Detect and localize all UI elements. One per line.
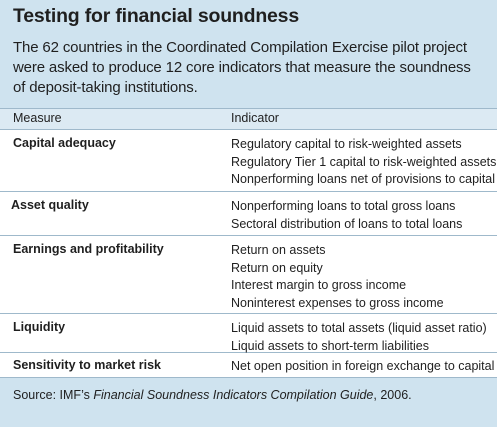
- indicator-item: Nonperforming loans to total gross loans: [231, 199, 456, 213]
- intro-line: were asked to produce 12 core indicators…: [13, 59, 471, 76]
- measure-label: Earnings and profitability: [13, 242, 164, 256]
- intro-line: of deposit-taking institutions.: [13, 79, 198, 96]
- indicator-table: Capital adequacy Regulatory capital to r…: [0, 130, 497, 378]
- indicator-item: Return on assets: [231, 243, 326, 257]
- measure-label: Asset quality: [11, 198, 89, 212]
- table-row: Liquidity Liquid assets to total assets …: [0, 314, 497, 353]
- table-row: Asset quality Nonperforming loans to tot…: [0, 192, 497, 236]
- column-header-indicator: Indicator: [231, 111, 279, 125]
- indicator-item: Liquid assets to total assets (liquid as…: [231, 321, 487, 335]
- table-row: Earnings and profitability Return on ass…: [0, 236, 497, 314]
- column-header-measure: Measure: [13, 111, 62, 125]
- source-note: Source: IMF’s Financial Soundness Indica…: [13, 388, 412, 402]
- indicator-item: Regulatory capital to risk-weighted asse…: [231, 137, 462, 151]
- indicator-item: Interest margin to gross income: [231, 278, 407, 292]
- source-suffix: , 2006.: [373, 388, 412, 402]
- intro-paragraph: The 62 countries in the Coordinated Comp…: [13, 38, 491, 98]
- measure-label: Capital adequacy: [13, 136, 116, 150]
- measure-label: Sensitivity to market risk: [13, 358, 161, 372]
- indicator-list: Net open position in foreign exchange to…: [231, 358, 494, 376]
- intro-line: The 62 countries in the Coordinated Comp…: [13, 39, 467, 56]
- indicator-item: Regulatory Tier 1 capital to risk-weight…: [231, 154, 497, 169]
- indicator-item: Nonperforming loans net of provisions to…: [231, 172, 496, 186]
- indicator-item: Noninterest expenses to gross income: [231, 295, 444, 310]
- indicator-list: Liquid assets to total assets (liquid as…: [231, 320, 487, 355]
- source-title: Financial Soundness Indicators Compilati…: [93, 388, 374, 402]
- indicator-list: Nonperforming loans to total gross loans…: [231, 198, 462, 233]
- measure-label: Liquidity: [13, 320, 66, 334]
- indicator-item: Net open position in foreign exchange to…: [231, 359, 495, 373]
- indicator-list: Return on assets Return on equity Intere…: [231, 242, 444, 312]
- indicator-item: Return on equity: [231, 260, 323, 275]
- table-row: Capital adequacy Regulatory capital to r…: [0, 130, 497, 192]
- indicator-list: Regulatory capital to risk-weighted asse…: [231, 136, 496, 189]
- table-header: [0, 108, 497, 130]
- source-prefix: Source: IMF’s: [13, 388, 94, 402]
- table-row: Sensitivity to market risk Net open posi…: [0, 353, 497, 378]
- box-title: Testing for financial soundness: [13, 5, 299, 27]
- indicator-item: Liquid assets to short-term liabilities: [231, 338, 429, 353]
- indicator-item: Sectoral distribution of loans to total …: [231, 216, 463, 231]
